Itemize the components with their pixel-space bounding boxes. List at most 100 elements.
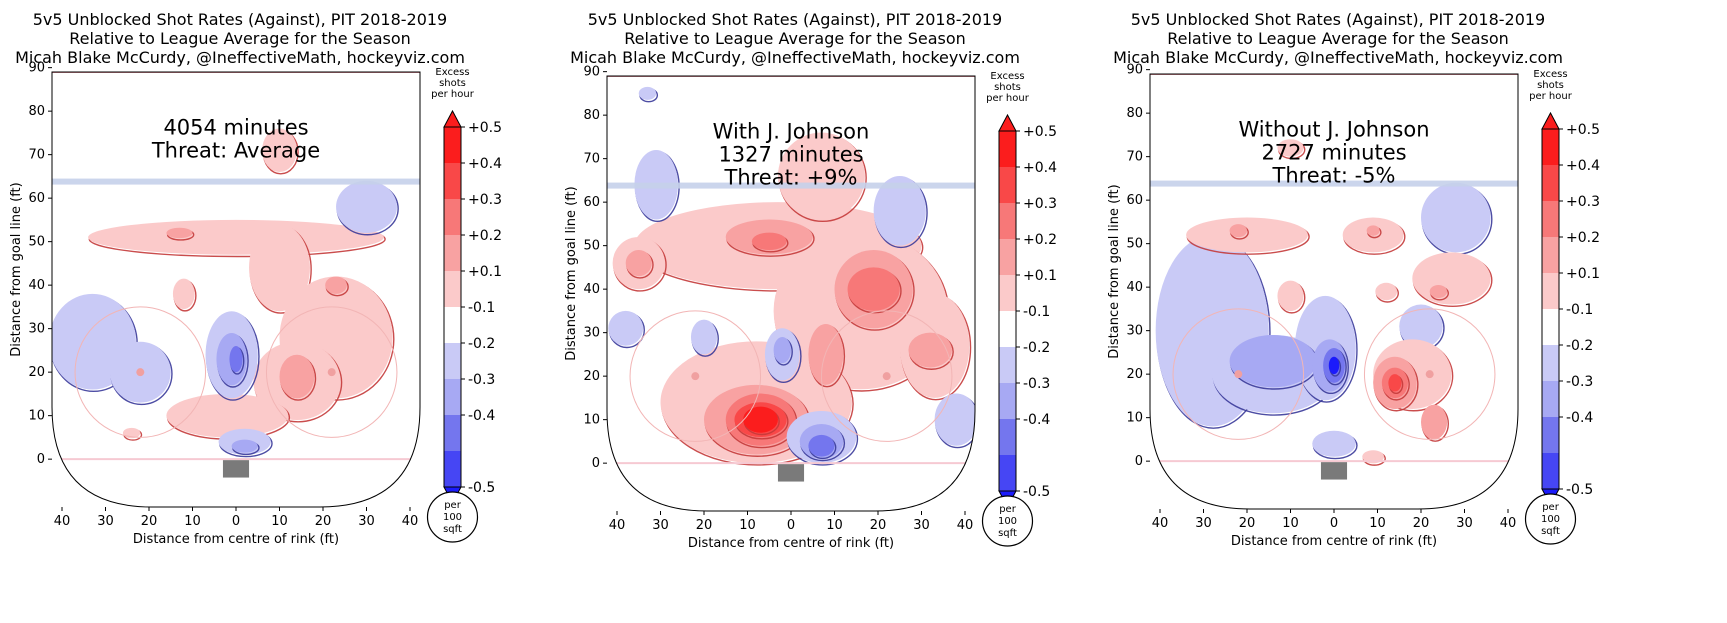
x-tick-label: 40 [402,514,419,529]
x-axis-label: Distance from centre of rink (ft) [1231,534,1437,549]
y-tick-label: 40 [583,282,600,297]
y-tick-label: 80 [583,108,600,123]
colorbar-segment [1542,309,1559,345]
rink-boards [606,75,976,512]
colorbar-tick-label: +0.1 [1566,266,1600,282]
title-line-1: 5v5 Unblocked Shot Rates (Against), PIT … [32,10,448,29]
colorbar-segment [1542,273,1559,309]
contour-above-average [166,393,289,438]
colorbar-tick-label: -0.2 [1023,340,1050,356]
threat-annotation: 2727 minutes [1261,141,1406,165]
faceoff-circle [265,306,398,438]
rink-surface [1150,74,1518,509]
contour-below-average [1328,356,1340,375]
x-axis-label: Distance from centre of rink (ft) [133,532,339,547]
title-line-2: Relative to League Average for the Seaso… [1167,29,1509,48]
contour-above-average [808,323,844,385]
unit-label: per [1542,502,1560,513]
title-line-3: Micah Blake McCurdy, @IneffectiveMath, h… [570,48,1020,67]
x-tick-label: 30 [358,514,375,529]
colorbar-title: shots [1537,80,1564,91]
y-tick-label: 0 [1135,454,1143,469]
colorbar-segment [999,419,1016,455]
unit-circle [1524,493,1577,545]
colorbar-tick-label: -0.4 [468,408,495,424]
contour-below-average [1229,335,1317,388]
threat-annotation: Without J. Johnson [1238,118,1429,142]
y-tick-label: 40 [28,278,45,293]
blue-line [1150,180,1518,187]
x-tick-label: 10 [739,518,756,533]
contour-below-average [934,393,975,446]
colorbar-tick-label: +0.5 [468,120,502,136]
contour-below-average [231,439,258,453]
x-tick-label: 20 [696,518,713,533]
contour-above-average [1366,225,1380,236]
colorbar-tick-label: +0.1 [468,264,502,280]
faceoff-circle [820,310,953,442]
contour-below-average [608,310,644,346]
faceoff-dot [691,372,700,381]
colorbar-segment [999,239,1016,275]
rink-boards [1149,73,1519,510]
x-tick-label: 20 [315,514,332,529]
contour-above-average [625,249,652,277]
x-tick-label: 30 [1456,516,1473,531]
contour-below-average [336,180,397,233]
x-tick-label: 10 [826,518,843,533]
y-tick-label: 0 [592,456,600,471]
contour-below-average [1312,430,1356,457]
contour-above-average [88,219,384,255]
colorbar-tick-label: +0.4 [468,156,502,172]
y-tick-label: 60 [1126,193,1143,208]
colorbar-segment [999,311,1016,347]
x-tick-label: 10 [1282,516,1299,531]
colorbar-title: Excess [990,71,1024,82]
colorbar-tick-label: -0.4 [1566,410,1593,426]
y-tick-label: 10 [28,409,45,424]
colorbar-title: Excess [435,67,469,78]
x-tick-label: 0 [787,518,795,533]
colorbar-tick-label: +0.2 [468,228,502,244]
rink-boards [51,71,421,508]
contour-above-average [847,267,900,311]
title-line-1: 5v5 Unblocked Shot Rates (Against), PIT … [587,10,1003,29]
contour-below-average [229,346,243,373]
colorbar-segment [999,455,1016,491]
colorbar-tick-label: +0.2 [1566,230,1600,246]
faceoff-dot [1425,370,1434,379]
contour-below-average [638,86,657,100]
colorbar-segment [444,271,461,307]
colorbar-tick-label: +0.4 [1566,158,1600,174]
x-axis-label: Distance from centre of rink (ft) [688,536,894,551]
x-tick-label: 20 [141,514,158,529]
y-tick-label: 40 [1126,280,1143,295]
x-tick-label: 40 [1500,516,1517,531]
colorbar-tick-label: +0.2 [1023,232,1057,248]
colorbar-segment [1542,417,1559,453]
chart-title: 5v5 Unblocked Shot Rates (Against), PIT … [515,10,1075,67]
contour-below-average [1421,182,1491,253]
y-tick-label: 10 [1126,411,1143,426]
y-axis-label: Distance from goal line (ft) [9,182,24,356]
colorbar-segment [444,307,461,343]
contour-below-average [1399,304,1443,349]
colorbar-segment [1542,201,1559,237]
faceoff-dot [327,368,336,377]
colorbar-segment [1542,165,1559,201]
faceoff-dot [1234,370,1243,379]
colorbar-tick-label: +0.3 [468,192,502,208]
threat-annotation: With J. Johnson [713,120,870,144]
colorbar-tick-label: -0.5 [468,480,495,496]
x-tick-label: 40 [609,518,626,533]
colorbar-segment [444,379,461,415]
y-tick-label: 30 [28,322,45,337]
colorbar-top-arrow [1541,111,1560,130]
rink-surface [52,72,420,507]
colorbar-title: Excess [1533,69,1567,80]
x-tick-label: 10 [1369,516,1386,531]
colorbar-tick-label: -0.5 [1023,484,1050,500]
y-tick-label: 20 [583,369,600,384]
unit-label: per [444,500,462,511]
